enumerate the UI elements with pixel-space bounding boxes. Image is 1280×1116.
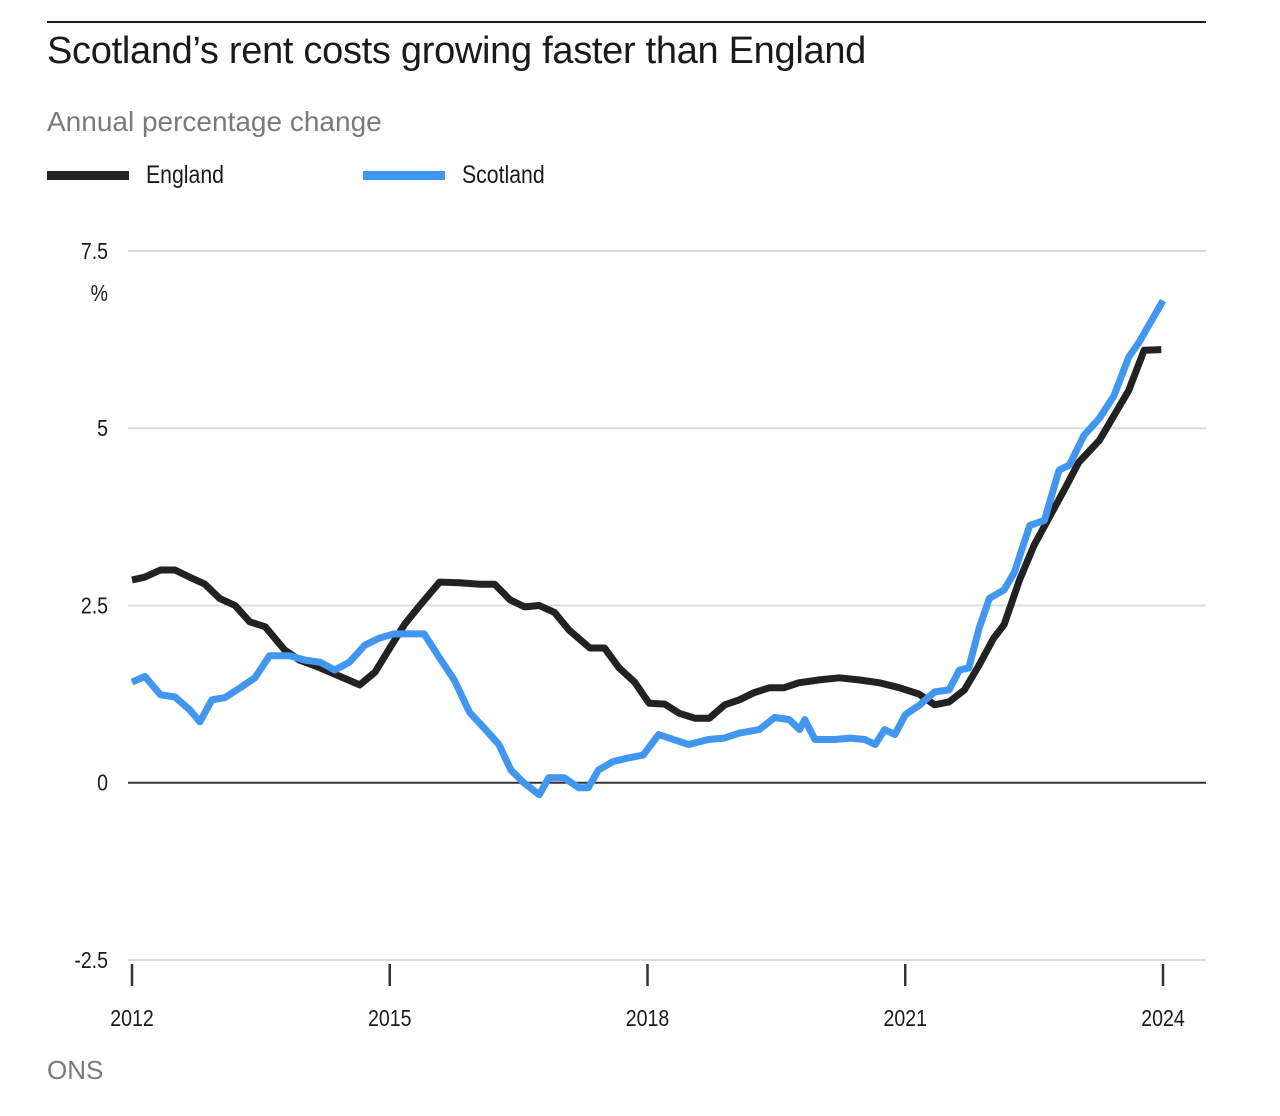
top-rule: [47, 21, 1206, 23]
y-tick-label: 5: [97, 416, 108, 442]
chart-subtitle: Annual percentage change: [47, 106, 382, 137]
x-tick-label: 2018: [626, 1006, 669, 1032]
legend-item-england: England: [47, 158, 238, 192]
chart-title: Scotland’s rent costs growing faster tha…: [47, 30, 866, 72]
legend-swatch-england: [47, 170, 129, 180]
legend-item-scotland: Scotland: [363, 158, 559, 192]
x-tick-label: 2021: [884, 1006, 927, 1032]
series-line-england: [131, 346, 1162, 722]
legend-swatch-scotland: [363, 170, 445, 180]
x-tick-label: 2012: [110, 1006, 153, 1032]
gridlines: [128, 250, 1206, 961]
y-tick-label: 2.5: [81, 593, 108, 619]
y-tick-label: -2.5: [74, 948, 108, 974]
source-note: ONS: [47, 1055, 104, 1085]
y-tick-label: 7.5: [81, 239, 108, 265]
x-tick-label: 2024: [1141, 1006, 1185, 1032]
legend-label-scotland: Scotland: [462, 160, 545, 189]
legend-label-england: England: [146, 160, 224, 189]
series-line-scotland: [130, 298, 1167, 799]
series-lines: [130, 298, 1167, 799]
y-axis: -2.5 0 2.5 5 7.5%: [74, 239, 108, 974]
y-tick-label: 0: [97, 770, 108, 796]
x-axis: 2012 2015 2018 2021 2024: [110, 964, 1185, 1031]
x-tick-label: 2015: [368, 1006, 411, 1032]
y-unit-label: %: [91, 281, 108, 307]
